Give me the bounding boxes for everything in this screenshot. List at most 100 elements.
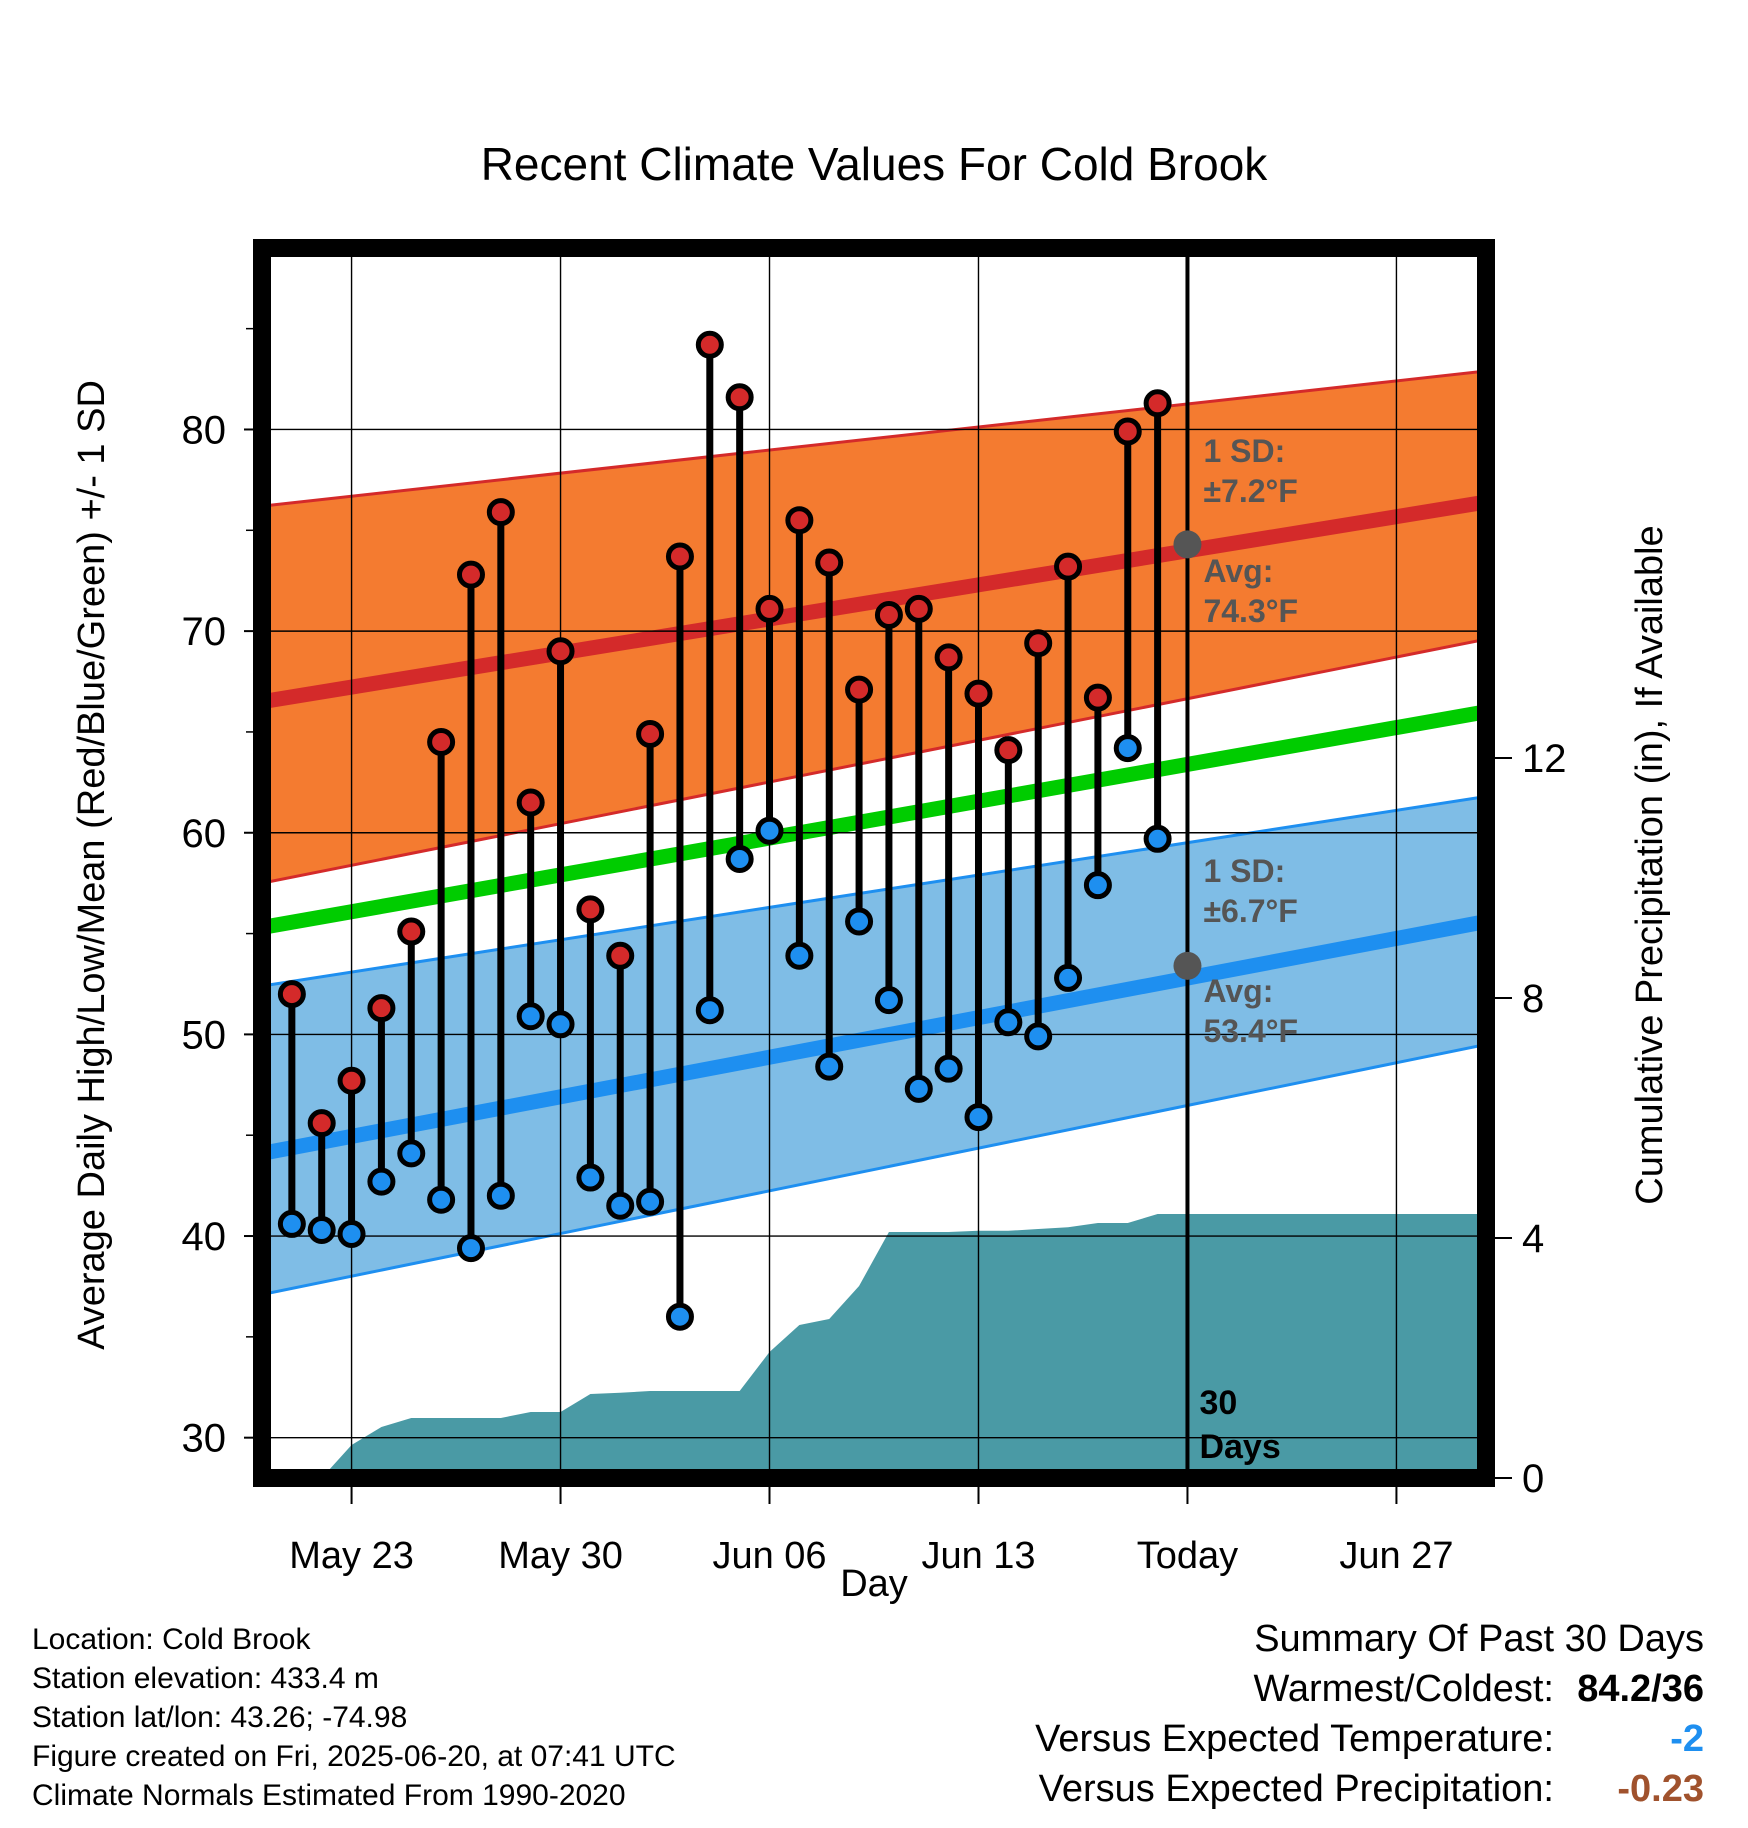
elevation-text: Station elevation: 433.4 m (32, 1662, 379, 1695)
daily-high-point (964, 679, 993, 708)
daily-high-point (1113, 417, 1142, 446)
summary-precip-row: Versus Expected Precipitation: -0.23 (804, 1768, 1704, 1818)
daily-low-point (964, 1103, 993, 1132)
y-tick-label: 50 (182, 1013, 227, 1057)
daily-low-point (486, 1181, 515, 1210)
daily-high-point (277, 980, 306, 1009)
normal-mean-line (262, 704, 1486, 935)
low-sd-value: ±6.7°F (1203, 893, 1297, 929)
daily-low-point (427, 1185, 456, 1214)
daily-high-point (994, 736, 1023, 765)
summary-temp-row: Versus Expected Temperature: -2 (804, 1718, 1704, 1768)
x-tick-label: Jun 06 (712, 1535, 826, 1577)
temp-label: Versus Expected Temperature: (1035, 1718, 1554, 1760)
daily-low-point (874, 986, 903, 1015)
daily-low-point (845, 907, 874, 936)
daily-low-point (337, 1220, 366, 1249)
high-avg-value: 74.3°F (1203, 593, 1298, 629)
high-sd-band-upper-edge (262, 369, 1486, 508)
daily-high-point (367, 994, 396, 1023)
x-tick-label: Today (1137, 1535, 1238, 1577)
y-tick-label: 80 (182, 408, 227, 452)
daily-low-point (1143, 824, 1172, 853)
daily-low-point (546, 1010, 575, 1039)
daily-high-point (904, 594, 933, 623)
y-tick-label: 70 (182, 610, 227, 654)
x-tick-label: Jun 27 (1339, 1535, 1453, 1577)
y2-axis-label: Cumulative Precipitation (in), If Availa… (1629, 525, 1671, 1204)
daily-low-point (606, 1191, 635, 1220)
low-sd-band-upper-edge (262, 794, 1486, 988)
precip-area (262, 1214, 1486, 1478)
low-avg-value: 53.4°F (1203, 1013, 1298, 1049)
daily-high-point (456, 560, 485, 589)
y-tick-label: 30 (182, 1417, 227, 1461)
today-high-avg-marker (1173, 530, 1202, 559)
normals-text: Climate Normals Estimated From 1990-2020 (32, 1779, 626, 1812)
location-text: Location: Cold Brook (32, 1623, 311, 1656)
high-sd-band-lower-edge (262, 637, 1486, 885)
daily-low-point (307, 1215, 336, 1244)
warm-cold-label: Warmest/Coldest: (1253, 1668, 1554, 1710)
daily-low-point (1054, 963, 1083, 992)
daily-low-point (1083, 871, 1112, 900)
daily-high-point (1054, 552, 1083, 581)
daily-low-point (755, 816, 784, 845)
x-tick-label: Jun 13 (921, 1535, 1035, 1577)
x-tick-label: May 30 (498, 1535, 623, 1577)
summary-panel: Summary Of Past 30 Days Warmest/Coldest:… (804, 1618, 1704, 1818)
y-tick-label: 60 (182, 812, 227, 856)
daily-high-point (845, 675, 874, 704)
high-sd-band (262, 371, 1486, 884)
daily-low-point (367, 1167, 396, 1196)
precip-label: Versus Expected Precipitation: (1038, 1768, 1554, 1810)
daily-high-point (934, 643, 963, 672)
daily-high-point (725, 383, 754, 412)
daily-high-point (815, 548, 844, 577)
daily-high-point (397, 917, 426, 946)
daily-low-point (725, 844, 754, 873)
daily-low-point (904, 1074, 933, 1103)
daily-high-point (785, 506, 814, 535)
daily-high-point (665, 542, 694, 571)
daily-high-point (576, 895, 605, 924)
y2-tick-label: 4 (1522, 1217, 1544, 1261)
created-text: Figure created on Fri, 2025-06-20, at 07… (32, 1740, 676, 1773)
daily-low-point (576, 1163, 605, 1192)
chart-title: Recent Climate Values For Cold Brook (481, 138, 1269, 190)
daily-low-point (695, 996, 724, 1025)
summary-title: Summary Of Past 30 Days (1254, 1618, 1704, 1660)
latlon-text: Station lat/lon: 43.26; -74.98 (32, 1701, 408, 1734)
daily-high-point (874, 600, 903, 629)
daily-low-point (1024, 1022, 1053, 1051)
daily-high-point (486, 498, 515, 527)
daily-high-point (636, 719, 665, 748)
station-info: Location: Cold Brook Station elevation: … (32, 1620, 676, 1815)
precip-value: -0.23 (1617, 1768, 1704, 1810)
plot-area: 1 SD: ±7.2°F Avg: 74.3°F 1 SD: ±6.7°F Avg: 53.4… (182, 239, 1567, 1577)
high-avg-label: Avg: (1203, 553, 1273, 589)
low-sd-band (262, 796, 1486, 1295)
normal-low-line (262, 914, 1486, 1161)
daily-high-point (516, 788, 545, 817)
daily-high-point (695, 330, 724, 359)
plot-frame (253, 239, 1495, 1487)
daily-low-point (397, 1139, 426, 1168)
y2-tick-label: 0 (1522, 1457, 1544, 1501)
y-axis-label: Average Daily High/Low/Mean (Red/Blue/Gr… (71, 380, 113, 1350)
daily-high-point (1024, 629, 1053, 658)
days-word-label: Days (1199, 1428, 1280, 1466)
high-sd-label: 1 SD: (1203, 433, 1285, 469)
daily-low-point (934, 1054, 963, 1083)
high-sd-value: ±7.2°F (1203, 473, 1297, 509)
daily-low-point (815, 1052, 844, 1081)
y-tick-label: 40 (182, 1215, 227, 1259)
daily-high-point (1083, 683, 1112, 712)
low-avg-label: Avg: (1203, 973, 1273, 1009)
daily-low-point (636, 1187, 665, 1216)
today-low-avg-marker (1173, 951, 1202, 980)
daily-high-point (546, 637, 575, 666)
daily-high-point (427, 728, 456, 757)
daily-low-point (277, 1209, 306, 1238)
normal-high-line (262, 494, 1486, 710)
